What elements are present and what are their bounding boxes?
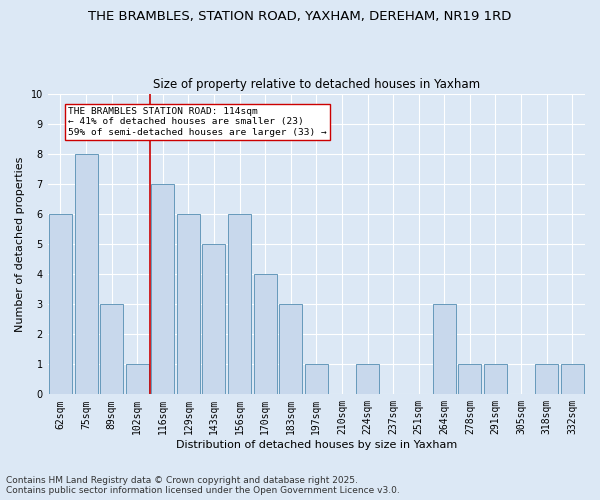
Bar [74, 154, 98, 394]
Text: THE BRAMBLES STATION ROAD: 114sqm
← 41% of detached houses are smaller (23)
59% : THE BRAMBLES STATION ROAD: 114sqm ← 41% … [68, 107, 327, 137]
Bar [458, 364, 481, 394]
Y-axis label: Number of detached properties: Number of detached properties [15, 156, 25, 332]
Bar [305, 364, 328, 394]
Bar [279, 304, 302, 394]
X-axis label: Distribution of detached houses by size in Yaxham: Distribution of detached houses by size … [176, 440, 457, 450]
Bar [254, 274, 277, 394]
Bar [356, 364, 379, 394]
Bar [560, 364, 584, 394]
Bar [100, 304, 123, 394]
Bar [151, 184, 175, 394]
Text: Contains HM Land Registry data © Crown copyright and database right 2025.
Contai: Contains HM Land Registry data © Crown c… [6, 476, 400, 495]
Bar [126, 364, 149, 394]
Bar [202, 244, 226, 394]
Bar [535, 364, 558, 394]
Bar [177, 214, 200, 394]
Text: THE BRAMBLES, STATION ROAD, YAXHAM, DEREHAM, NR19 1RD: THE BRAMBLES, STATION ROAD, YAXHAM, DERE… [88, 10, 512, 23]
Bar [433, 304, 456, 394]
Bar [49, 214, 72, 394]
Bar [484, 364, 507, 394]
Bar [228, 214, 251, 394]
Title: Size of property relative to detached houses in Yaxham: Size of property relative to detached ho… [153, 78, 480, 91]
